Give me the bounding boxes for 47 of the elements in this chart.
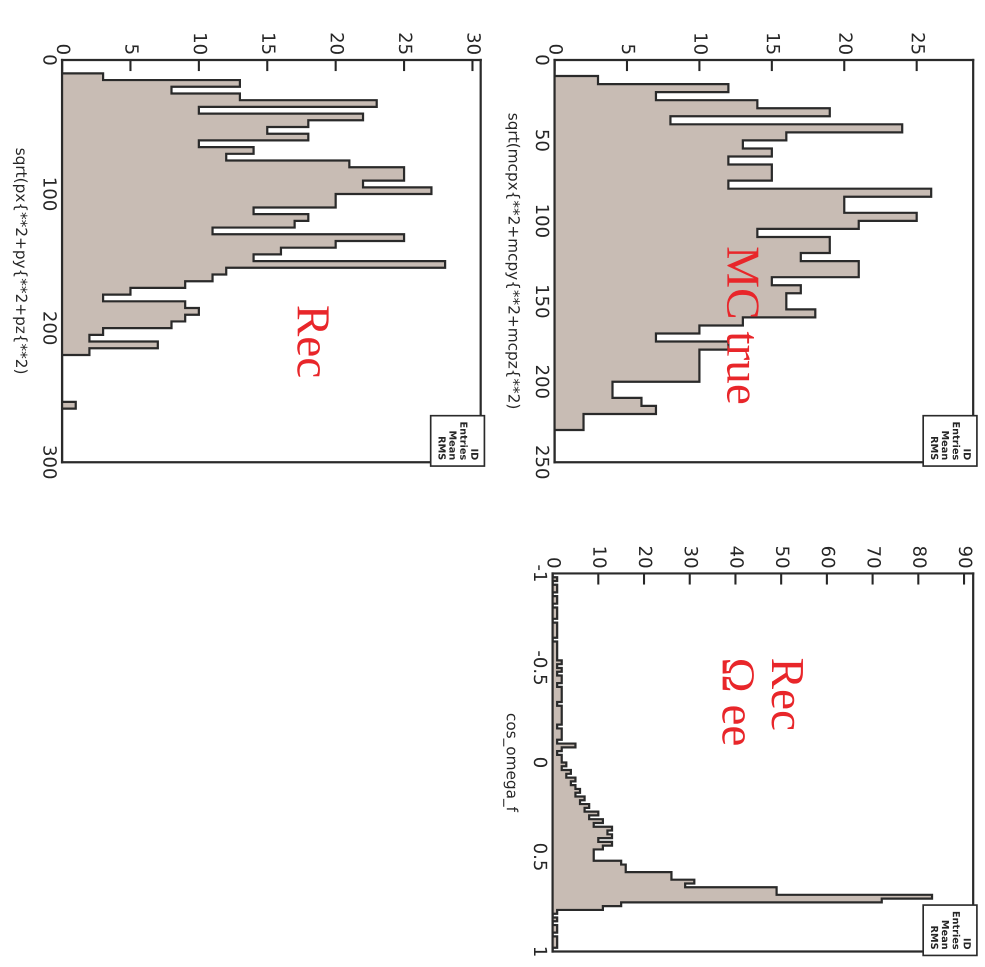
y-tick-label: -0.5 [534,651,548,684]
y-tick-label: 0.5 [534,844,548,870]
x-tick-label: 20 [839,33,853,54]
y-tick-label: 200 [536,366,550,398]
annotation: ID Entries Mean RMS [930,422,971,460]
y-tick-label: 1 [534,948,548,956]
x-tick-label: 15 [262,34,276,54]
y-axis-title: cos_omega_f [503,714,518,812]
x-tick-label: 30 [684,546,698,568]
x-tick-label: 70 [867,547,882,568]
y-tick-label: 0 [536,55,550,64]
x-tick-label: 25 [911,33,926,54]
x-tick-label: 5 [125,45,139,54]
x-tick-label: 25 [398,33,412,54]
x-tick-label: 5 [622,45,636,54]
y-tick-label: 0 [534,758,548,768]
annotation: ID Entries Mean RMS [438,422,478,460]
y-tick-label: 100 [43,178,57,210]
y-tick-label: 0 [43,55,57,64]
annotation: Rec Ω ee [722,658,803,745]
x-tick-label: 90 [958,546,972,568]
y-tick-label: 250 [536,446,550,478]
y-axis-title: sqrt(px{**2+py{**2+pz{**2) [12,148,28,374]
y-tick-label: 200 [43,312,57,344]
y-tick-label: 50 [536,130,550,151]
x-tick-label: 0 [56,44,70,54]
x-tick-label: 50 [776,546,790,568]
y-tick-label: 300 [43,446,57,478]
annotation: Rec [297,306,329,377]
x-tick-label: 10 [593,548,607,568]
x-tick-label: 10 [194,34,208,54]
y-tick-label: -1 [534,565,548,581]
x-tick-label: 20 [330,33,344,54]
x-tick-label: 15 [766,34,780,54]
y-tick-label: 100 [536,206,550,237]
annotation: ID Entries Mean RMS [930,912,971,950]
x-tick-label: 0 [549,44,563,54]
annotation: MC true [726,247,759,404]
x-tick-label: 80 [913,546,927,568]
y-axis-title: sqrt(mcpx{**2+mcpy{**2+mcpz{**2) [505,114,520,408]
x-tick-label: 30 [467,33,481,54]
x-tick-label: 40 [730,546,744,568]
x-tick-label: 10 [694,34,708,54]
x-tick-label: 60 [822,546,836,568]
y-tick-label: 150 [536,286,550,318]
x-tick-label: 20 [638,546,652,568]
x-tick-label: 0 [547,558,562,568]
